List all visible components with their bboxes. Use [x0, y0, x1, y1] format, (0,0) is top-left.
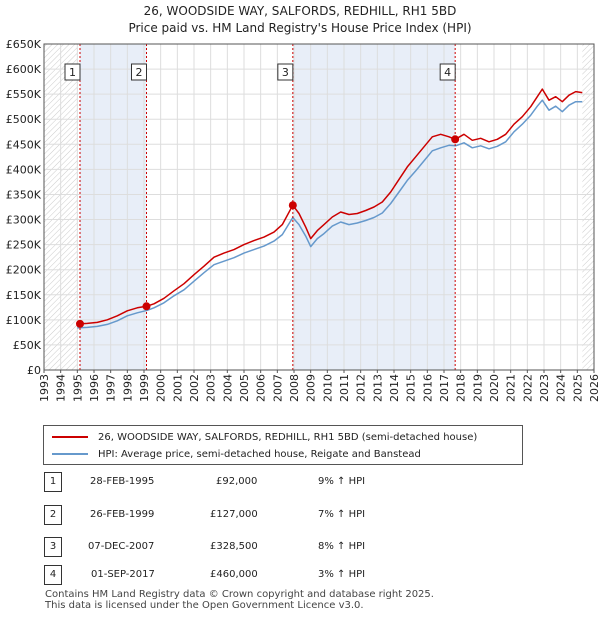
sale-row: 3 07-DEC-2007 £328,500 8% ↑ HPI — [0, 537, 600, 557]
sale-point — [142, 302, 151, 311]
x-tick-label: 2000 — [155, 374, 168, 402]
x-tick-label: 2008 — [288, 374, 301, 402]
x-tick-label: 2004 — [221, 374, 234, 402]
footer-licence: This data is licensed under the Open Gov… — [45, 600, 364, 611]
x-tick-label: 2024 — [555, 374, 568, 402]
sale-marker-box — [64, 63, 81, 81]
y-tick-label: £400K — [6, 163, 42, 176]
sale-price: £92,000 — [216, 476, 258, 487]
sale-price: £328,500 — [210, 541, 258, 552]
sale-hpi-delta: 3% ↑ HPI — [318, 569, 366, 580]
y-tick-label: £500K — [6, 113, 42, 126]
y-tick-label: £450K — [6, 138, 42, 151]
y-tick-label: £550K — [6, 88, 42, 101]
footer-copyright: Contains HM Land Registry data © Crown c… — [45, 589, 434, 600]
sale-marker-label: 3 — [282, 66, 289, 79]
sale-date: 07-DEC-2007 — [88, 541, 155, 552]
sale-badge: 3 — [44, 537, 62, 557]
sale-marker-label: 4 — [444, 66, 451, 79]
x-tick-label: 2013 — [371, 374, 384, 402]
x-tick-label: 2026 — [588, 374, 600, 402]
sale-hpi-delta: 8% ↑ HPI — [318, 541, 366, 552]
x-tick-label: 2007 — [271, 374, 284, 402]
x-tick-label: 2022 — [521, 374, 534, 402]
x-tick-label: 2023 — [538, 374, 551, 402]
x-tick-label: 2020 — [488, 374, 501, 402]
x-tick-label: 2009 — [305, 374, 318, 402]
series-line-hpi — [77, 99, 583, 329]
x-tick-label: 2003 — [205, 374, 218, 402]
x-tick-label: 2005 — [238, 374, 251, 402]
sale-marker-box — [277, 63, 294, 81]
y-tick-label: £350K — [6, 188, 42, 201]
hatch-region-end — [582, 44, 594, 370]
x-tick-label: 2012 — [355, 374, 368, 402]
x-tick-label: 2016 — [421, 374, 434, 402]
sale-price: £460,000 — [210, 569, 258, 580]
x-tick-label: 2015 — [405, 374, 418, 402]
ownership-band — [80, 44, 147, 370]
x-tick-label: 1995 — [71, 374, 84, 402]
sale-row: 1 28-FEB-1995 £92,000 9% ↑ HPI — [0, 472, 600, 492]
chart-subtitle: Price paid vs. HM Land Registry's House … — [128, 21, 472, 35]
plot-frame — [43, 43, 595, 371]
x-tick-label: 2002 — [188, 374, 201, 402]
y-tick-label: £200K — [6, 264, 42, 277]
x-tick-label: 2011 — [338, 374, 351, 402]
sale-row: 2 26-FEB-1999 £127,000 7% ↑ HPI — [0, 505, 600, 525]
x-tick-label: 1994 — [55, 374, 68, 402]
sale-marker-box — [131, 63, 147, 81]
x-tick-label: 1998 — [121, 374, 134, 402]
sale-badge: 4 — [44, 565, 62, 585]
sale-date: 26-FEB-1999 — [90, 509, 155, 520]
legend-label-property: 26, WOODSIDE WAY, SALFORDS, REDHILL, RH1… — [98, 431, 478, 443]
sale-marker-label: 2 — [136, 66, 143, 79]
sale-hpi-delta: 7% ↑ HPI — [318, 509, 366, 520]
y-tick-label: £650K — [6, 38, 42, 51]
y-tick-label: £300K — [6, 214, 42, 227]
y-tick-label: £150K — [6, 289, 42, 302]
x-tick-label: 1996 — [88, 374, 101, 402]
y-tick-label: £250K — [6, 239, 42, 252]
footer: Contains HM Land Registry data © Crown c… — [45, 589, 434, 611]
x-tick-label: 2017 — [438, 374, 451, 402]
sale-badge: 1 — [44, 472, 62, 492]
legend-swatch-hpi — [52, 453, 88, 455]
chart-legend: 26, WOODSIDE WAY, SALFORDS, REDHILL, RH1… — [43, 425, 523, 465]
y-tick-label: £100K — [6, 314, 42, 327]
chart-title-block: 26, WOODSIDE WAY, SALFORDS, REDHILL, RH1… — [0, 3, 600, 37]
sale-marker-label: 1 — [69, 66, 76, 79]
x-tick-label: 2018 — [455, 374, 468, 402]
sale-hpi-delta: 9% ↑ HPI — [318, 476, 366, 487]
x-tick-label: 2014 — [388, 374, 401, 402]
sale-date: 01-SEP-2017 — [91, 569, 155, 580]
series-line-property — [79, 88, 583, 325]
x-tick-label: 2010 — [321, 374, 334, 402]
x-tick-label: 2006 — [255, 374, 268, 402]
x-tick-label: 2001 — [171, 374, 184, 402]
sale-point — [76, 319, 84, 328]
legend-swatch-property — [52, 436, 88, 438]
sale-price: £127,000 — [210, 509, 258, 520]
x-tick-label: 1997 — [105, 374, 118, 402]
y-tick-label: £600K — [6, 63, 42, 76]
legend-entry-hpi: HPI: Average price, semi-detached house,… — [52, 446, 421, 462]
legend-entry-property: 26, WOODSIDE WAY, SALFORDS, REDHILL, RH1… — [52, 429, 477, 445]
y-tick-label: £50K — [13, 339, 42, 352]
price-chart: 1 2 3 4 £0 £50K £100K £150K £200K £250K £300K £350… — [6, 38, 600, 402]
sale-marker-box — [439, 63, 456, 81]
x-tick-label: 2021 — [505, 374, 518, 402]
x-tick-label: 2019 — [471, 374, 484, 402]
x-tick-label: 2025 — [571, 374, 584, 402]
sale-date: 28-FEB-1995 — [90, 476, 155, 487]
x-tick-label: 1993 — [38, 374, 51, 402]
chart-title: 26, WOODSIDE WAY, SALFORDS, REDHILL, RH1… — [143, 4, 457, 18]
x-tick-label: 1999 — [138, 374, 151, 402]
legend-label-hpi: HPI: Average price, semi-detached house,… — [98, 448, 421, 460]
y-tick-label: £0 — [27, 364, 41, 377]
sale-point — [451, 135, 460, 144]
sale-point — [288, 201, 297, 210]
sale-row: 4 01-SEP-2017 £460,000 3% ↑ HPI — [0, 565, 600, 585]
sale-badge: 2 — [44, 505, 62, 525]
